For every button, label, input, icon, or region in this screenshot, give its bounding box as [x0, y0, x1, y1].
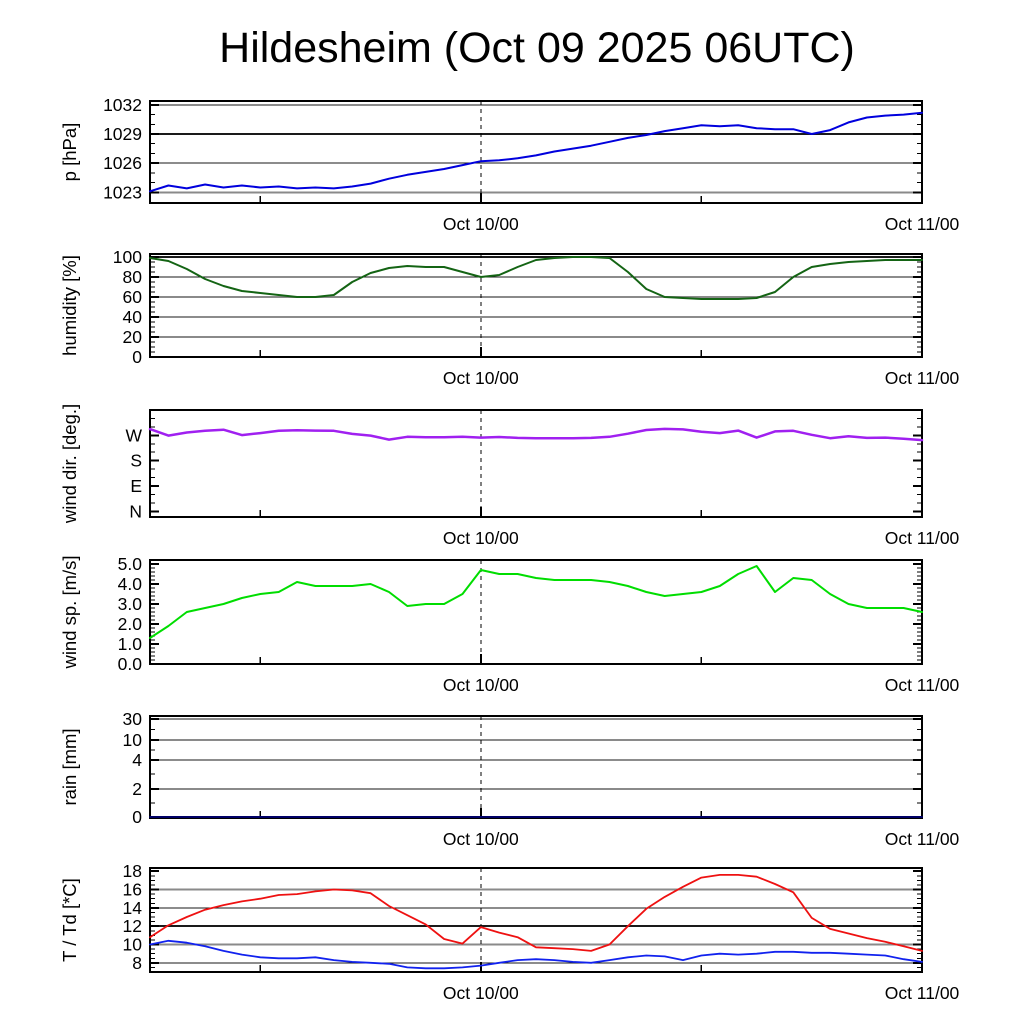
y-tick-label: S — [130, 451, 142, 471]
y-axis-label-temperature: T / Td [*C] — [59, 878, 80, 962]
x-tick-label: Oct 10/00 — [443, 214, 519, 234]
y-axis-label-wind-direction: wind dir. [deg.] — [59, 404, 80, 524]
y-tick-label: 18 — [123, 861, 142, 881]
y-tick-label: 80 — [123, 267, 143, 287]
x-tick-label: Oct 10/00 — [443, 675, 519, 695]
y-tick-label: 0 — [132, 347, 142, 367]
x-tick-label: Oct 11/00 — [885, 983, 960, 1003]
y-tick-label: 2.0 — [118, 614, 143, 634]
y-axis-label-pressure: p [hPa] — [59, 123, 80, 182]
panel-pressure: 1032 1029 1026 1023 Oct 10/00 Oct 11/00 — [103, 95, 959, 234]
y-tick-label: 1023 — [103, 182, 142, 202]
x-tick-label: Oct 11/00 — [885, 528, 960, 548]
series-pressure — [149, 111, 923, 193]
plot-frame — [149, 715, 923, 819]
y-tick-label: 4.0 — [118, 574, 143, 594]
y-tick-label: 12 — [123, 916, 142, 936]
panel-wind-speed: 5.04.03.02.01.00.0 Oct 10/00 Oct 11/00 — [118, 554, 960, 695]
y-tick-label: 10 — [123, 730, 143, 750]
y-axis-label-rain: rain [mm] — [59, 728, 80, 805]
y-axis-label-humidity: humidity [%] — [59, 255, 80, 356]
y-tick-label: 10 — [123, 935, 143, 955]
y-tick-label: 40 — [123, 307, 143, 327]
y-tick-label: N — [129, 501, 142, 521]
y-tick-label: 60 — [123, 287, 143, 307]
x-tick-label: Oct 10/00 — [443, 528, 519, 548]
y-axis-label-wind-speed: wind sp. [m/s] — [59, 555, 80, 669]
y-tick-label: 14 — [123, 898, 143, 918]
x-tick-label: Oct 10/00 — [443, 829, 519, 849]
y-tick-label: 8 — [132, 953, 142, 973]
y-tick-label: 0 — [132, 807, 142, 827]
y-tick-label: 1.0 — [118, 634, 143, 654]
y-tick-label: 1026 — [103, 153, 142, 173]
plot-frame — [149, 867, 923, 973]
y-tick-label: 5.0 — [118, 554, 143, 574]
x-tick-label: Oct 11/00 — [885, 214, 960, 234]
y-tick-label: 0.0 — [118, 654, 143, 674]
plot-frame — [149, 559, 923, 665]
chart-title: Hildesheim (Oct 09 2025 06UTC) — [219, 24, 855, 72]
y-tick-label: 20 — [123, 327, 143, 347]
y-tick-label: 2 — [132, 779, 142, 799]
series-temperature — [149, 874, 923, 952]
y-tick-label: W — [125, 425, 142, 445]
y-tick-label: E — [130, 476, 142, 496]
y-tick-label: 100 — [113, 247, 142, 267]
y-tick-label: 30 — [123, 709, 143, 729]
plot-frame — [149, 100, 923, 204]
y-tick-label: 4 — [132, 750, 142, 770]
y-tick-label: 3.0 — [118, 594, 143, 614]
y-tick-label: 16 — [123, 880, 142, 900]
x-tick-label: Oct 11/00 — [885, 368, 960, 388]
x-tick-label: Oct 10/00 — [443, 368, 519, 388]
series-humidity — [149, 256, 923, 300]
y-tick-label: 1029 — [103, 124, 142, 144]
series-wind-speed — [149, 565, 923, 639]
x-tick-label: Oct 11/00 — [885, 829, 960, 849]
x-tick-label: Oct 10/00 — [443, 983, 519, 1003]
plot-frame — [149, 253, 923, 358]
plot-frame — [149, 409, 923, 518]
series-dewpoint — [149, 939, 923, 970]
series-wind-direction — [148, 427, 924, 442]
x-tick-label: Oct 11/00 — [885, 675, 960, 695]
y-tick-label: 1032 — [103, 95, 142, 115]
